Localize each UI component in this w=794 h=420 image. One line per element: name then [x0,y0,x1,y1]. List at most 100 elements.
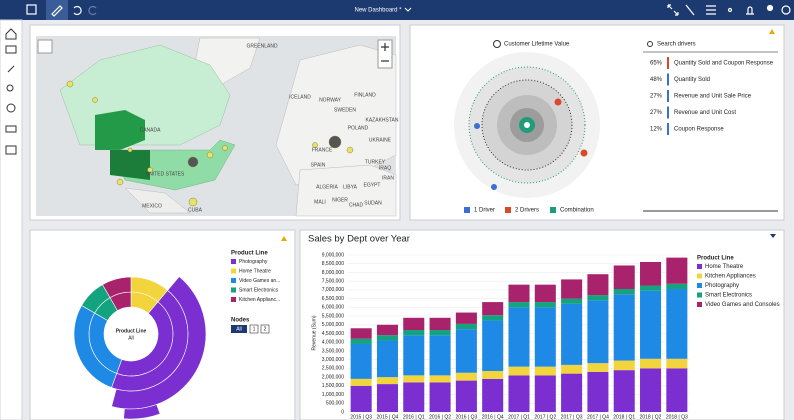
bar-segment[interactable] [666,283,688,290]
bar-segment[interactable] [561,303,583,365]
bar-segment[interactable] [587,300,609,364]
user-icon[interactable] [766,4,774,12]
driver-name[interactable]: Quantity Sold and Coupon Response [674,61,774,67]
bar-segment[interactable] [482,320,504,372]
bar-segment[interactable] [403,317,425,331]
bar-segment[interactable] [376,335,398,341]
node-label[interactable]: 2 [264,326,267,332]
driver-dot[interactable] [554,98,562,106]
driver-name[interactable]: Coupon Response [674,127,724,133]
bar-segment[interactable] [403,335,425,376]
map-point[interactable] [127,147,133,153]
bar-segment[interactable] [403,375,425,383]
pin-icon[interactable] [7,65,15,73]
map-point[interactable] [66,80,74,88]
bar-segment[interactable] [534,366,556,376]
bar-segment[interactable] [403,330,425,336]
bar-segment[interactable] [561,298,583,304]
bar-segment[interactable] [350,378,372,386]
widgets-icon[interactable] [5,45,17,54]
driver-name[interactable]: Revenue and Unit Sale Price [674,94,752,100]
redo-icon[interactable] [88,5,97,16]
node-button[interactable] [260,324,270,334]
tools-icon[interactable] [5,125,17,133]
driver-name[interactable]: Revenue and Unit Cost [674,110,736,116]
help-icon[interactable] [781,5,791,15]
bar-segment[interactable] [613,294,635,361]
save-icon[interactable] [26,4,37,15]
bar-segment[interactable] [534,284,556,303]
filter-icon[interactable] [770,234,776,238]
bar-segment[interactable] [613,265,635,290]
bar-segment[interactable] [350,338,372,344]
legend-label[interactable]: Kitchen Appliances [705,274,756,280]
bar-segment[interactable] [403,382,425,412]
legend-label[interactable]: Photography [705,283,739,289]
map-point[interactable] [188,197,198,207]
search-icon[interactable] [6,84,14,92]
bar-segment[interactable] [613,360,635,371]
driver-dot[interactable] [474,123,480,129]
bar-segment[interactable] [508,366,530,376]
map-point[interactable] [312,142,318,148]
bar-segment[interactable] [482,315,504,321]
sunburst-segment[interactable] [102,276,132,299]
legend-label[interactable]: Video Games and Consoles [705,302,780,308]
bar-segment[interactable] [508,302,530,308]
share-icon[interactable] [727,7,733,13]
node-label[interactable]: All [236,326,242,332]
bar-segment[interactable] [587,363,609,372]
map-point[interactable] [346,146,354,154]
bar-segment[interactable] [429,375,451,383]
notifications-icon[interactable] [746,6,754,15]
bar-segment[interactable] [508,375,530,412]
driver-name[interactable]: Quantity Sold [674,77,710,83]
bar-segment[interactable] [534,302,556,308]
bar-segment[interactable] [482,378,504,412]
legend-label[interactable]: Smart Electronics [705,293,752,299]
node-label[interactable]: 1 [253,326,256,332]
node-button[interactable] [249,324,259,334]
home-icon[interactable] [5,28,17,40]
bar-segment[interactable] [534,307,556,367]
bar-segment[interactable] [666,289,688,359]
edit-icon[interactable] [51,5,63,17]
bar-segment[interactable] [376,324,398,336]
bar-segment[interactable] [455,323,477,330]
bar-segment[interactable] [640,358,662,369]
bar-segment[interactable] [429,382,451,412]
data-icon[interactable] [6,103,16,113]
bar-segment[interactable] [376,340,398,378]
bar-segment[interactable] [350,328,372,339]
map-point[interactable] [147,167,153,173]
connect-icon[interactable] [685,4,695,16]
bar-segment[interactable] [640,368,662,412]
bar-segment[interactable] [455,380,477,412]
node-button[interactable] [231,325,247,333]
bar-segment[interactable] [455,372,477,381]
map-point[interactable] [116,178,124,186]
map-point[interactable] [92,97,98,103]
edit-toggle[interactable] [46,0,68,20]
bar-segment[interactable] [455,329,477,373]
bar-segment[interactable] [561,364,583,374]
dashboard-title[interactable]: New Dashboard * [354,8,402,14]
bar-segment[interactable] [666,368,688,412]
bar-segment[interactable] [640,290,662,359]
map-point[interactable] [206,151,214,159]
bar-segment[interactable] [508,307,530,367]
bar-segment[interactable] [640,261,662,286]
bar-segment[interactable] [640,285,662,291]
bar-segment[interactable] [455,312,477,324]
bar-segment[interactable] [587,274,609,296]
bar-segment[interactable] [508,284,530,303]
bar-segment[interactable] [613,289,635,295]
bar-segment[interactable] [534,375,556,412]
bar-segment[interactable] [350,343,372,379]
bar-segment[interactable] [429,335,451,376]
bar-segment[interactable] [376,384,398,412]
pages-icon[interactable] [5,145,17,155]
bar-segment[interactable] [482,371,504,379]
bar-segment[interactable] [666,257,688,284]
bar-segment[interactable] [429,330,451,336]
